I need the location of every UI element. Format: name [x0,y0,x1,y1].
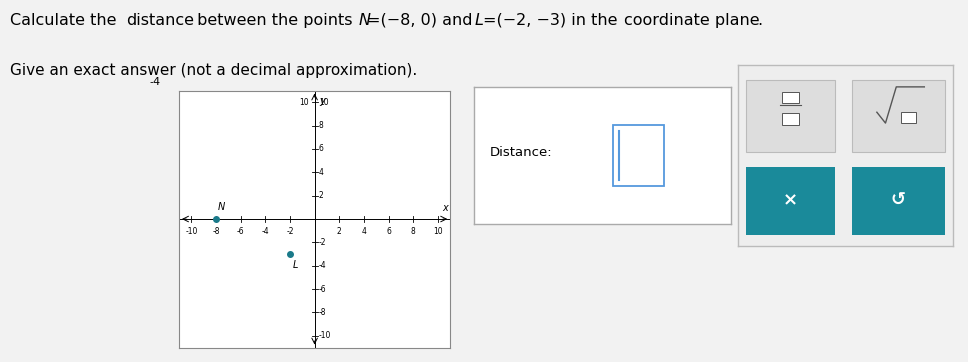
Bar [852,80,945,152]
Bar [852,167,945,235]
Text: .: . [757,13,763,28]
Text: -2: -2 [287,227,293,236]
Text: -10: -10 [318,331,331,340]
Text: -4: -4 [149,77,161,87]
Text: x: x [442,203,448,213]
Bar [746,167,834,235]
Text: Calculate the: Calculate the [10,13,121,28]
Text: N: N [218,202,226,212]
Text: 10: 10 [299,97,309,106]
Text: -8: -8 [212,227,220,236]
Text: 10: 10 [318,98,328,107]
Text: 6: 6 [318,144,323,153]
Text: 2: 2 [318,191,323,200]
Text: Give an exact answer (not a decimal approximation).: Give an exact answer (not a decimal appr… [10,63,417,78]
Text: 8: 8 [318,121,323,130]
Text: -2: -2 [318,238,326,247]
Text: 4: 4 [318,168,323,177]
Text: L: L [292,260,298,270]
Bar [613,125,664,186]
Text: 10: 10 [433,227,442,236]
Text: ↺: ↺ [891,191,906,209]
Text: distance: distance [126,13,194,28]
Text: 4: 4 [361,227,366,236]
Bar [782,92,800,103]
Text: -6: -6 [318,285,326,294]
Text: coordinate plane: coordinate plane [624,13,760,28]
Text: -6: -6 [237,227,245,236]
Text: L: L [474,13,484,28]
Text: Distance:: Distance: [490,146,553,159]
Bar [900,111,916,123]
Text: -4: -4 [318,261,326,270]
Text: -4: -4 [261,227,269,236]
Text: ×: × [783,191,798,209]
Text: =(−8, 0) and: =(−8, 0) and [367,13,477,28]
Text: N: N [358,13,371,28]
Text: =(−2, −3) in the: =(−2, −3) in the [483,13,622,28]
Text: 8: 8 [410,227,415,236]
Bar [782,113,800,125]
Text: between the points: between the points [193,13,358,28]
Text: 6: 6 [386,227,391,236]
Text: -8: -8 [318,308,326,317]
Text: 2: 2 [337,227,342,236]
Text: -10: -10 [185,227,197,236]
Bar [746,80,834,152]
Text: y: y [318,96,324,106]
